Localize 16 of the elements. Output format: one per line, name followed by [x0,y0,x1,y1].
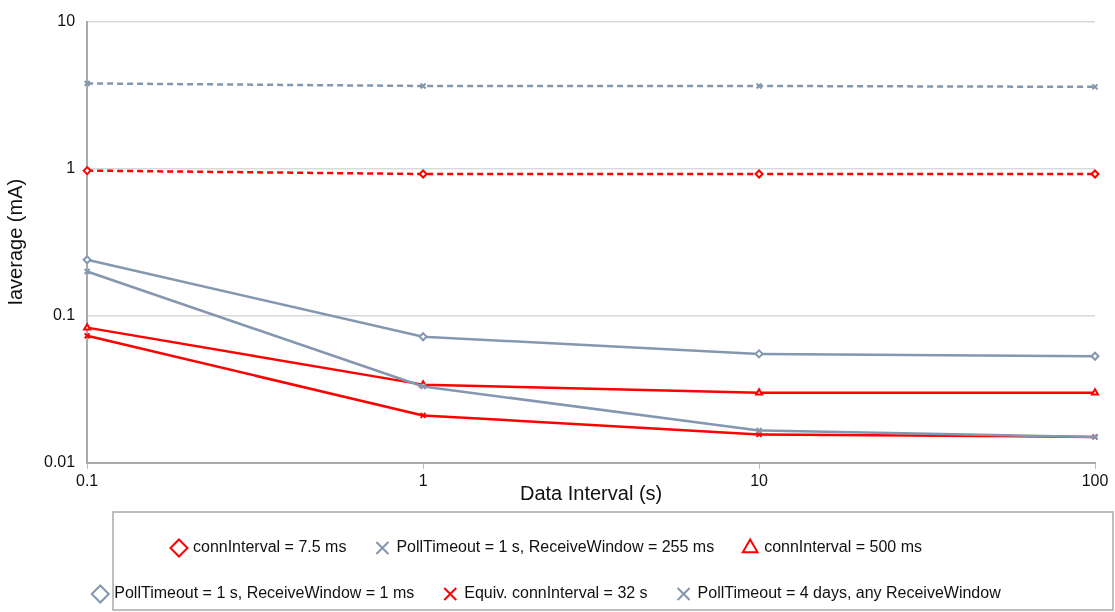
y-axis-title: Iaverage (mA) [3,178,26,306]
legend-label: PollTimeout = 4 days, any ReceiveWindow [697,584,1002,602]
x-tick-label: 1 [418,471,428,489]
legend-label: connInterval = 500 ms [764,538,923,556]
x-axis-title: Data Interval (s) [519,481,663,504]
legend-label: connInterval = 7.5 ms [192,538,347,556]
x-tick-label: 0.1 [76,471,99,489]
y-tick-label: 0.01 [44,453,76,471]
legend-label: PollTimeout = 1 s, ReceiveWindow = 255 ms [396,538,715,556]
y-tick-label: 0.1 [52,306,76,324]
y-tick-label: 1 [66,159,76,177]
x-tick-label: 100 [1081,471,1109,489]
legend-label: Equiv. connInterval = 32 s [464,584,648,602]
legend-label: PollTimeout = 1 s, ReceiveWindow = 1 ms [114,584,415,602]
y-tick-label: 10 [57,12,76,30]
x-tick-label: 10 [750,471,769,489]
